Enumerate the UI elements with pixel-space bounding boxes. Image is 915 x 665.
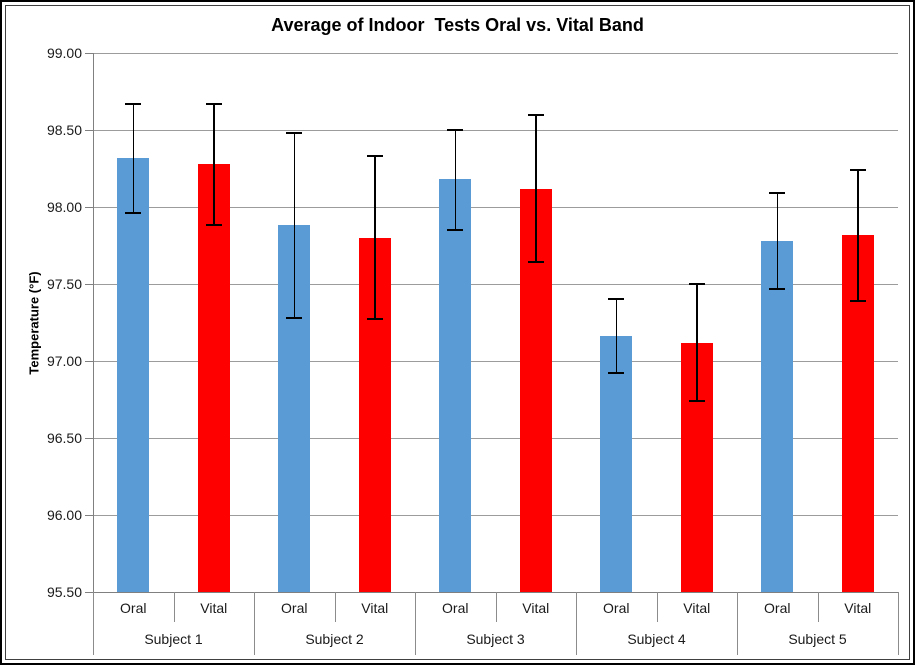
y-axis-tick — [85, 206, 93, 208]
x-label-vital-subject-2: Vital — [361, 600, 389, 616]
subject-separator — [254, 592, 255, 655]
error-bar-oral-subject-1 — [132, 103, 134, 214]
error-cap-bottom — [366, 318, 383, 321]
error-cap-top — [527, 113, 544, 116]
y-axis-tick — [85, 437, 93, 439]
subject-separator — [737, 592, 738, 655]
y-tick-label: 95.50 — [46, 584, 82, 600]
subject-separator — [415, 592, 416, 655]
error-cap-top — [688, 283, 705, 285]
gridline — [93, 129, 898, 131]
y-tick-label: 96.50 — [46, 430, 82, 446]
subject-separator — [576, 592, 577, 655]
y-axis-tick — [85, 129, 93, 131]
error-cap-top — [849, 169, 866, 172]
x-group-label-subject-2: Subject 2 — [305, 631, 364, 647]
error-cap-top — [125, 102, 142, 105]
x-group-label-subject-5: Subject 5 — [788, 631, 847, 647]
error-cap-bottom — [849, 299, 866, 302]
y-tick-label: 98.00 — [46, 199, 82, 215]
x-group-label-subject-4: Subject 4 — [627, 631, 686, 647]
error-cap-bottom — [527, 261, 544, 264]
error-bar-oral-subject-5 — [776, 193, 778, 289]
error-bar-vital-subject-5 — [857, 170, 859, 301]
error-cap-bottom — [286, 316, 303, 319]
y-axis-line — [93, 53, 94, 592]
category-separator — [495, 592, 497, 622]
x-label-oral-subject-2: Oral — [281, 600, 308, 616]
bar-oral-subject-4 — [600, 336, 633, 592]
error-cap-top — [769, 192, 786, 195]
bar-oral-subject-5 — [761, 240, 794, 592]
x-group-label-subject-1: Subject 1 — [144, 631, 203, 647]
error-bar-oral-subject-3 — [454, 130, 456, 231]
x-label-vital-subject-5: Vital — [844, 600, 872, 616]
x-label-oral-subject-1: Oral — [120, 600, 147, 616]
y-axis-tick — [85, 52, 93, 54]
error-bar-oral-subject-4 — [615, 299, 617, 374]
chart-title: Average of Indoor Tests Oral vs. Vital B… — [271, 15, 644, 35]
error-bar-oral-subject-2 — [293, 133, 295, 318]
y-tick-label: 96.00 — [46, 507, 82, 523]
subject-separator — [898, 592, 899, 655]
y-axis-tick — [85, 283, 93, 285]
error-cap-bottom — [447, 229, 464, 232]
x-label-oral-subject-4: Oral — [603, 600, 630, 616]
error-cap-bottom — [769, 287, 786, 290]
bar-oral-subject-3 — [439, 179, 472, 592]
error-cap-bottom — [608, 372, 625, 375]
error-cap-top — [608, 298, 625, 301]
subject-separator — [93, 592, 94, 655]
error-cap-bottom — [205, 224, 222, 227]
y-tick-label: 97.00 — [46, 353, 82, 369]
gridline — [93, 514, 898, 516]
category-separator — [173, 592, 175, 622]
error-cap-top — [286, 132, 303, 135]
error-cap-top — [205, 102, 222, 105]
category-separator — [817, 592, 819, 622]
x-group-label-subject-3: Subject 3 — [466, 631, 525, 647]
error-bar-vital-subject-4 — [696, 284, 698, 402]
error-bar-vital-subject-3 — [535, 114, 537, 263]
gridline — [93, 52, 898, 54]
gridline — [93, 283, 898, 285]
error-cap-top — [366, 155, 383, 158]
error-bar-vital-subject-2 — [374, 156, 376, 320]
y-axis-tick — [85, 514, 93, 516]
x-label-vital-subject-1: Vital — [200, 600, 228, 616]
x-label-vital-subject-3: Vital — [522, 600, 550, 616]
gridline — [93, 437, 898, 439]
gridline — [93, 206, 898, 208]
gridline — [93, 360, 898, 362]
category-separator — [334, 592, 336, 622]
x-label-oral-subject-3: Oral — [442, 600, 469, 616]
bar-vital-subject-1 — [197, 163, 230, 592]
x-label-oral-subject-5: Oral — [764, 600, 791, 616]
error-cap-top — [447, 129, 464, 131]
category-separator — [656, 592, 658, 622]
error-bar-vital-subject-1 — [213, 103, 215, 226]
bar-oral-subject-1 — [117, 157, 150, 592]
y-tick-label: 98.50 — [46, 122, 82, 138]
y-tick-label: 99.00 — [46, 45, 82, 61]
y-axis-tick — [85, 360, 93, 362]
x-label-vital-subject-4: Vital — [683, 600, 711, 616]
y-tick-label: 97.50 — [46, 276, 82, 292]
error-cap-bottom — [125, 212, 142, 215]
y-axis-tick — [85, 591, 93, 593]
error-cap-bottom — [688, 400, 705, 403]
